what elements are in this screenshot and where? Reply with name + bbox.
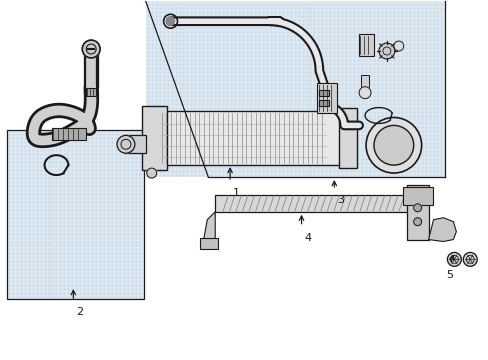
Text: 2: 2 (76, 307, 83, 317)
Bar (360, 75, 368, 89)
Circle shape (447, 252, 460, 266)
Circle shape (378, 43, 394, 59)
Circle shape (366, 117, 421, 173)
Bar (215, 195, 413, 212)
Text: 3: 3 (337, 195, 344, 205)
Circle shape (393, 41, 403, 51)
Bar (142, 105, 166, 170)
Text: 5: 5 (446, 270, 452, 280)
Bar (51, 129, 86, 140)
Polygon shape (203, 212, 215, 242)
Polygon shape (427, 218, 455, 242)
Bar (319, 100, 328, 105)
Circle shape (82, 40, 100, 58)
Bar (402, 187, 432, 205)
Bar (317, 83, 337, 113)
Circle shape (358, 87, 370, 99)
Bar (7, 130, 143, 299)
Circle shape (413, 218, 421, 226)
Bar (200, 238, 218, 249)
Text: 1: 1 (233, 188, 240, 198)
Bar (358, 34, 373, 56)
Circle shape (413, 204, 421, 212)
Bar (145, 1, 445, 177)
Circle shape (166, 17, 174, 25)
Bar (123, 135, 145, 153)
Bar (339, 108, 356, 168)
Circle shape (146, 168, 156, 178)
Circle shape (117, 135, 135, 153)
Text: 4: 4 (304, 233, 311, 243)
Circle shape (462, 252, 476, 266)
Bar (319, 90, 328, 96)
Bar (406, 185, 427, 239)
Bar (143, 111, 344, 165)
Circle shape (373, 125, 413, 165)
Bar (86, 88, 96, 96)
